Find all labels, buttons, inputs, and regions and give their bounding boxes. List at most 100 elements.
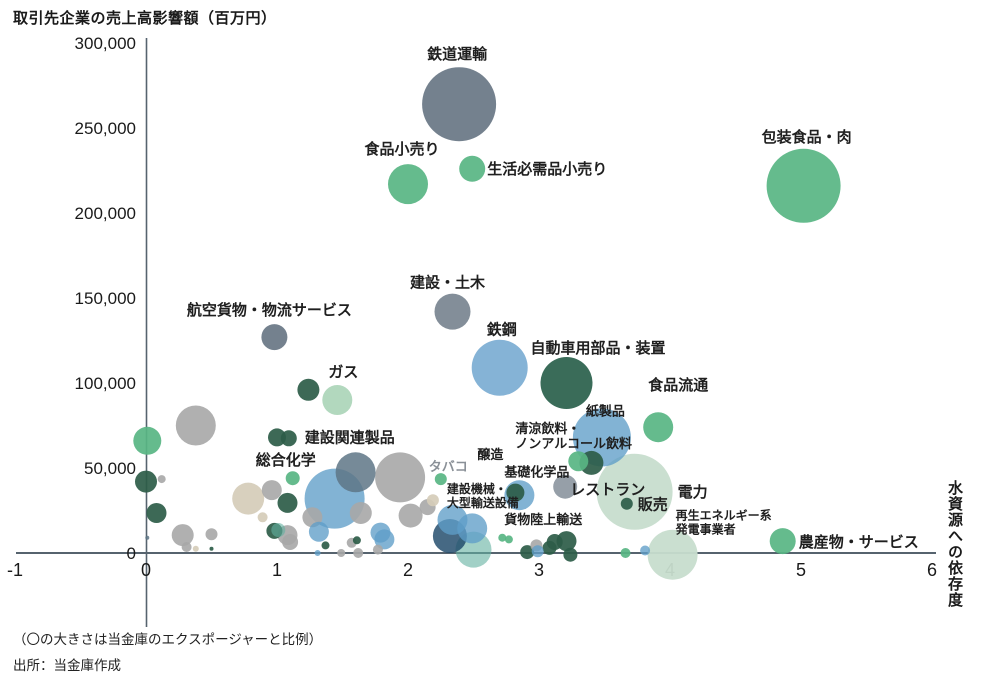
- x-tick-1: 1: [272, 560, 282, 580]
- bubble-b22: [321, 541, 330, 550]
- bubble-b30: [398, 503, 423, 528]
- bubble-air-cargo-logistics: [261, 324, 288, 351]
- bubble-b6: [145, 535, 150, 540]
- bubble-b41: [531, 545, 544, 558]
- bubble-construction-products-a: [268, 428, 286, 447]
- bubble-b14: [335, 452, 376, 493]
- bubble-label-food-distribution: 食品流通: [648, 376, 708, 394]
- bubble-label-tobacco: タバコ: [429, 459, 468, 474]
- bubble-label-paper-products: 紙製品: [586, 403, 625, 418]
- x-tick-3: 3: [534, 560, 544, 580]
- bubble-label-general-chemicals: 総合化学: [256, 451, 316, 469]
- bubble-label-restaurant: レストラン: [570, 482, 645, 499]
- bubble-b12: [261, 480, 282, 501]
- bubble-b46: [504, 535, 513, 544]
- bubble-b26: [372, 544, 383, 555]
- bubble-b37: [457, 513, 488, 544]
- bubble-agricultural-services: [769, 528, 796, 555]
- bubble-restaurant: [553, 474, 578, 499]
- y-tick-0: 0: [127, 544, 136, 563]
- bubble-b35: [426, 494, 439, 507]
- bubble-b3: [135, 470, 157, 493]
- bubble-label-railway: 鉄道運輸: [427, 45, 488, 63]
- bubble-b7: [171, 524, 194, 547]
- bubble-label-renewable-energy-line2: 発電事業者: [675, 522, 736, 537]
- bubble-b47: [620, 548, 631, 558]
- y-tick-150000: 150,000: [75, 289, 136, 308]
- y-tick-250000: 250,000: [75, 119, 136, 138]
- bubble-basic-chemicals: [506, 483, 525, 502]
- bubble-b32: [282, 534, 299, 550]
- bubble-electric-power: [596, 453, 673, 530]
- bubble-b42: [542, 540, 557, 555]
- bubble-label-land-freight: 貨物陸上輸送: [504, 512, 583, 527]
- bubble-b24: [352, 536, 361, 545]
- bubble-packaged-food-meat: [766, 148, 841, 223]
- bubble-construction-products: [280, 430, 297, 447]
- bubble-b11: [232, 482, 265, 515]
- bubble-b29: [374, 529, 395, 550]
- bubble-label-packaged-food-meat: 包装食品・肉: [762, 128, 852, 146]
- bubble-label-construction-civil: 建設・土木: [410, 274, 486, 292]
- bubble-label-renewable-energy: 再生エネルギー系: [676, 508, 772, 523]
- bubble-label-construction-products: 建設関連製品: [305, 428, 395, 446]
- x-axis-title-vertical: 水資源への依存度: [946, 480, 963, 608]
- bubble-b15: [375, 452, 426, 503]
- footnote-source: 出所：当金庫作成: [13, 658, 121, 673]
- bubble-food-retail: [388, 164, 428, 205]
- bubble-b16: [277, 492, 298, 513]
- bubble-b23: [337, 549, 346, 557]
- bubble-label-soft-drinks: 清涼飲料・: [515, 421, 580, 436]
- bubble-food-distribution: [643, 412, 674, 443]
- bubble-label-essentials-retail: 生活必需品小売り: [487, 160, 607, 178]
- bubble-label-gas: ガス: [328, 364, 358, 381]
- bubble-sales: [620, 497, 633, 510]
- bubble-label-air-cargo-logistics: 航空貨物・物流サービス: [187, 301, 352, 319]
- bubble-label-steel: 鉄鋼: [487, 321, 517, 339]
- bubble-label-food-retail: 食品小売り: [364, 140, 439, 158]
- bubble-b4: [157, 475, 166, 484]
- x-tick-0: 0: [141, 560, 151, 580]
- bubble-b25: [353, 548, 364, 558]
- y-tick-300000: 300,000: [75, 34, 136, 53]
- bubble-b28: [349, 502, 372, 524]
- x-tick-6: 6: [927, 560, 937, 580]
- bubble-b39: [498, 533, 507, 542]
- bubble-auto-parts-equipment: [540, 357, 593, 409]
- bubble-label-auto-parts-equipment: 自動車用部品・装置: [531, 339, 666, 357]
- bubble-b21: [314, 550, 321, 556]
- bubble-general-chemicals: [285, 471, 300, 486]
- bubble-tobacco: [434, 473, 447, 486]
- bubble-b9: [205, 528, 218, 541]
- x-tick-2: 2: [403, 560, 413, 580]
- chart-title: 取引先企業の売上高影響額（百万円）: [13, 10, 277, 27]
- bubble-b20: [308, 521, 329, 542]
- bubble-steel: [471, 339, 528, 396]
- bubble-label-electric-power: 電力: [678, 483, 708, 501]
- bubble-renewable-energy: [647, 529, 698, 580]
- bubble-b5: [146, 503, 167, 523]
- bubble-label-sales: 販売: [638, 496, 668, 514]
- bubble-label-basic-chemicals: 基礎化学品: [503, 465, 569, 480]
- y-tick-100000: 100,000: [75, 374, 136, 393]
- x-tick--1: -1: [7, 560, 23, 580]
- bubble-label-soft-drinks-line2: ノンアルコール飲料: [515, 436, 632, 451]
- bubble-b48: [640, 545, 651, 556]
- bubble-gas: [297, 378, 320, 401]
- bubble-b50: [192, 545, 199, 552]
- bubble-land-freight: [520, 545, 535, 560]
- bubble-essentials-retail: [459, 155, 486, 182]
- x-tick-5: 5: [796, 560, 806, 580]
- bubble-label-brewing: 醸造: [477, 447, 504, 462]
- bubble-label-construction-machinery: 建設機械・: [446, 481, 507, 496]
- bubble-b49: [257, 512, 268, 523]
- bubble-construction-civil: [434, 293, 471, 330]
- bubble-soft-drinks-2: [568, 451, 589, 472]
- bubble-railway: [422, 67, 497, 142]
- footnote-size-note: （〇の大きさは当金庫のエクスポージャーと比例）: [13, 632, 323, 647]
- bubble-b10: [209, 546, 214, 551]
- bubble-b2: [175, 405, 216, 446]
- bubble-b45: [563, 547, 578, 562]
